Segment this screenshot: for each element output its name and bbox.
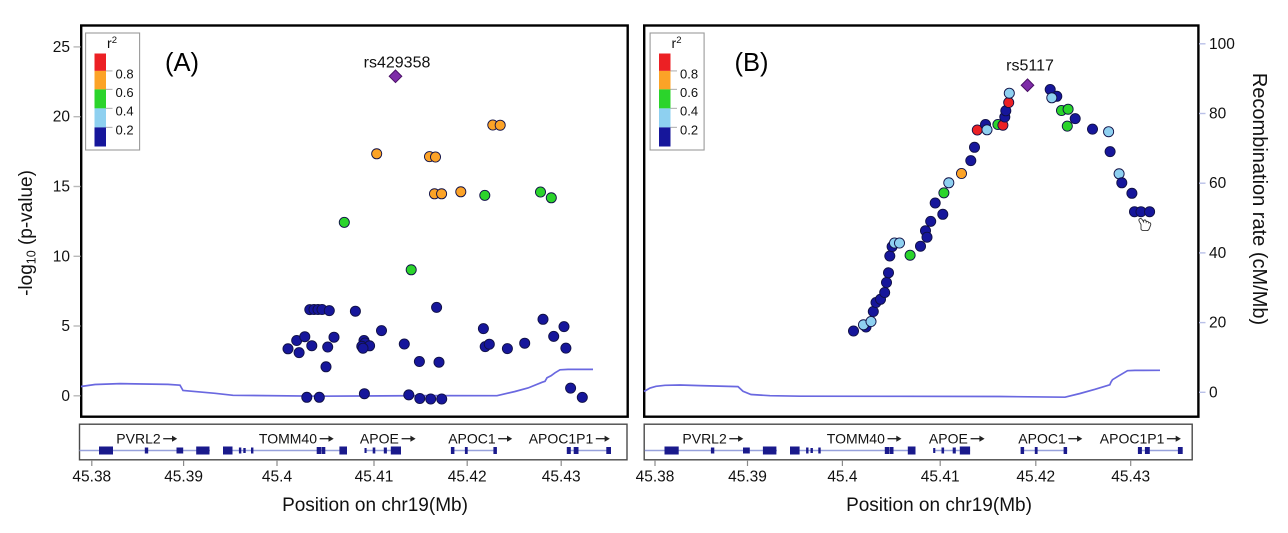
svg-text:-log10 (p-value): -log10 (p-value) xyxy=(16,170,39,296)
svg-text:45.4: 45.4 xyxy=(827,469,858,486)
svg-text:5: 5 xyxy=(61,318,70,335)
svg-text:0.6: 0.6 xyxy=(116,85,134,100)
svg-text:45.43: 45.43 xyxy=(1111,469,1150,486)
svg-text:Position on chr19(Mb): Position on chr19(Mb) xyxy=(846,495,1032,516)
svg-text:0.8: 0.8 xyxy=(680,67,698,82)
svg-text:0.4: 0.4 xyxy=(116,104,134,119)
svg-text:45.41: 45.41 xyxy=(355,469,394,486)
svg-text:APOC1P1: APOC1P1 xyxy=(1100,431,1165,447)
svg-text:20: 20 xyxy=(53,109,71,126)
svg-text:45.41: 45.41 xyxy=(921,469,960,486)
svg-text:0.4: 0.4 xyxy=(680,104,698,119)
svg-text:45.42: 45.42 xyxy=(448,469,487,486)
svg-text:APOC1: APOC1 xyxy=(448,431,496,447)
svg-text:PVRL2: PVRL2 xyxy=(116,431,161,447)
svg-text:25: 25 xyxy=(53,39,70,56)
svg-text:rs429358: rs429358 xyxy=(364,55,431,72)
svg-text:0.2: 0.2 xyxy=(116,122,134,137)
svg-text:(B): (B) xyxy=(735,49,769,77)
svg-text:Recombination rate (cM/Mb): Recombination rate (cM/Mb) xyxy=(1248,73,1270,325)
svg-text:APOC1P1: APOC1P1 xyxy=(529,431,594,447)
svg-text:r2: r2 xyxy=(107,35,117,51)
svg-text:rs5117: rs5117 xyxy=(1006,58,1054,75)
svg-text:80: 80 xyxy=(1209,106,1227,123)
svg-text:0.6: 0.6 xyxy=(680,85,698,100)
svg-text:0: 0 xyxy=(1209,384,1218,401)
svg-text:60: 60 xyxy=(1209,175,1227,192)
svg-text:45.39: 45.39 xyxy=(164,469,203,486)
svg-text:45.38: 45.38 xyxy=(636,469,675,486)
svg-text:10: 10 xyxy=(53,248,71,265)
svg-text:100: 100 xyxy=(1209,36,1235,53)
svg-text:0.2: 0.2 xyxy=(680,122,698,137)
svg-text:TOMM40: TOMM40 xyxy=(259,431,317,447)
svg-text:APOC1: APOC1 xyxy=(1018,431,1066,447)
svg-text:45.39: 45.39 xyxy=(728,469,767,486)
svg-text:0.8: 0.8 xyxy=(116,67,134,82)
svg-text:45.43: 45.43 xyxy=(542,469,581,486)
svg-text:(A): (A) xyxy=(165,49,199,77)
svg-text:15: 15 xyxy=(53,179,70,196)
svg-text:20: 20 xyxy=(1209,315,1227,332)
svg-text:r2: r2 xyxy=(672,35,682,51)
svg-text:0: 0 xyxy=(61,388,70,405)
svg-text:TOMM40: TOMM40 xyxy=(827,431,885,447)
svg-text:45.4: 45.4 xyxy=(262,469,293,486)
svg-text:40: 40 xyxy=(1209,245,1227,262)
svg-text:45.42: 45.42 xyxy=(1016,469,1055,486)
svg-text:APOE: APOE xyxy=(929,431,968,447)
svg-text:PVRL2: PVRL2 xyxy=(682,431,727,447)
svg-text:45.38: 45.38 xyxy=(72,469,111,486)
svg-text:APOE: APOE xyxy=(360,431,399,447)
svg-text:Position on chr19(Mb): Position on chr19(Mb) xyxy=(282,495,468,516)
